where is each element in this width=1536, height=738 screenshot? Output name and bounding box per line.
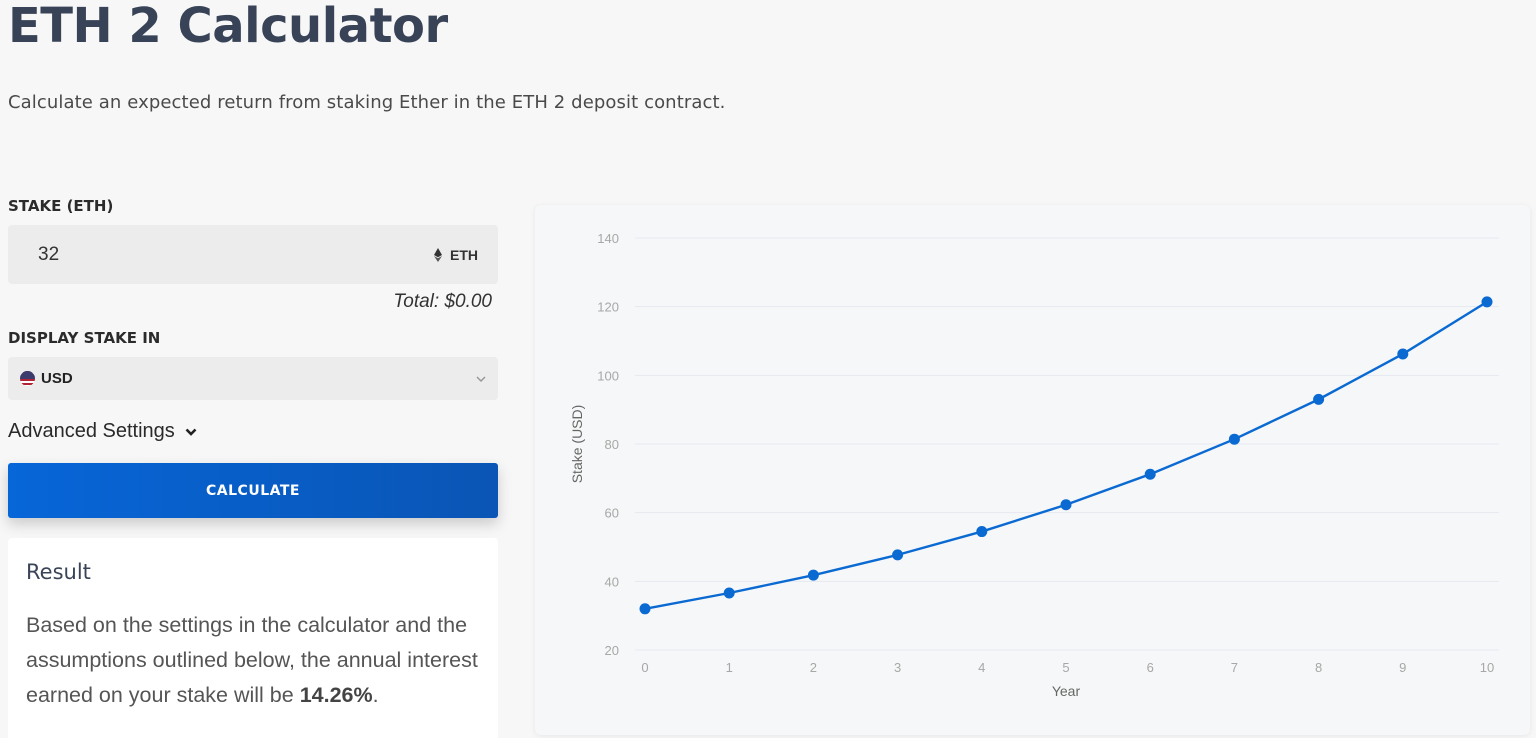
- y-tick-label: 40: [605, 574, 619, 589]
- data-point[interactable]: [1313, 393, 1325, 405]
- result-text-body: Based on the settings in the calculator …: [26, 613, 478, 707]
- us-flag-icon: [20, 371, 35, 386]
- y-tick-label: 100: [597, 368, 619, 383]
- line-chart: 20 40 60 80 100 120 140 0 1 2 3 4 5 6 7 8 9 10 Year Stake (…: [569, 231, 1499, 699]
- chevron-down-icon: [185, 428, 197, 436]
- calculate-button[interactable]: CALCULATE: [8, 463, 498, 518]
- x-tick-label: 1: [726, 660, 733, 675]
- data-point[interactable]: [807, 569, 819, 581]
- stake-value[interactable]: 32: [38, 243, 60, 265]
- result-card: Result Based on the settings in the calc…: [8, 538, 498, 738]
- x-tick-label: 7: [1231, 660, 1238, 675]
- x-tick-label: 2: [810, 660, 817, 675]
- data-point[interactable]: [639, 603, 651, 615]
- result-text: Based on the settings in the calculator …: [26, 608, 486, 713]
- page-subtitle: Calculate an expected return from stakin…: [8, 92, 726, 113]
- x-axis-title: Year: [1052, 683, 1081, 699]
- advanced-settings-label: Advanced Settings: [8, 420, 175, 442]
- data-point[interactable]: [1144, 468, 1156, 480]
- x-tick-label: 10: [1480, 660, 1494, 675]
- advanced-settings-toggle[interactable]: Advanced Settings: [8, 420, 197, 443]
- y-tick-label: 80: [605, 437, 619, 452]
- stake-chart: 20 40 60 80 100 120 140 0 1 2 3 4 5 6 7 8 9 10 Year Stake (…: [535, 205, 1530, 735]
- x-tick-label: 6: [1147, 660, 1154, 675]
- data-point[interactable]: [892, 549, 904, 561]
- stake-unit: ETH: [434, 247, 478, 263]
- x-tick-label: 5: [1062, 660, 1069, 675]
- currency-select[interactable]: USD: [8, 357, 498, 400]
- page-title: ETH 2 Calculator: [8, 0, 448, 54]
- y-axis-title: Stake (USD): [569, 405, 585, 484]
- y-tick-label: 20: [605, 643, 619, 658]
- data-point[interactable]: [976, 526, 988, 538]
- result-title: Result: [26, 560, 91, 584]
- x-tick-label: 3: [894, 660, 901, 675]
- stake-unit-label: ETH: [450, 246, 478, 263]
- stake-input[interactable]: 32 ETH: [8, 225, 498, 284]
- result-text-end: .: [372, 683, 379, 707]
- data-point[interactable]: [1060, 499, 1072, 511]
- stake-total: Total: $0.00: [393, 291, 492, 312]
- y-tick-label: 120: [597, 300, 619, 315]
- data-point[interactable]: [1228, 433, 1240, 445]
- x-tick-label: 8: [1315, 660, 1322, 675]
- x-tick-label: 0: [641, 660, 648, 675]
- y-tick-label: 140: [597, 231, 619, 246]
- ethereum-icon: [434, 247, 442, 262]
- x-tick-label: 9: [1399, 660, 1406, 675]
- display-stake-label: DISPLAY STAKE IN: [8, 329, 161, 347]
- stake-label: STAKE (ETH): [8, 197, 114, 215]
- y-tick-label: 60: [605, 506, 619, 521]
- data-point[interactable]: [1397, 348, 1409, 360]
- currency-value: USD: [41, 370, 73, 387]
- chevron-down-icon: [476, 375, 486, 382]
- x-tick-label: 4: [978, 660, 985, 675]
- data-point[interactable]: [723, 587, 735, 599]
- interest-rate: 14.26%: [299, 683, 373, 707]
- data-point[interactable]: [1481, 296, 1493, 308]
- series-line: [644, 300, 1488, 610]
